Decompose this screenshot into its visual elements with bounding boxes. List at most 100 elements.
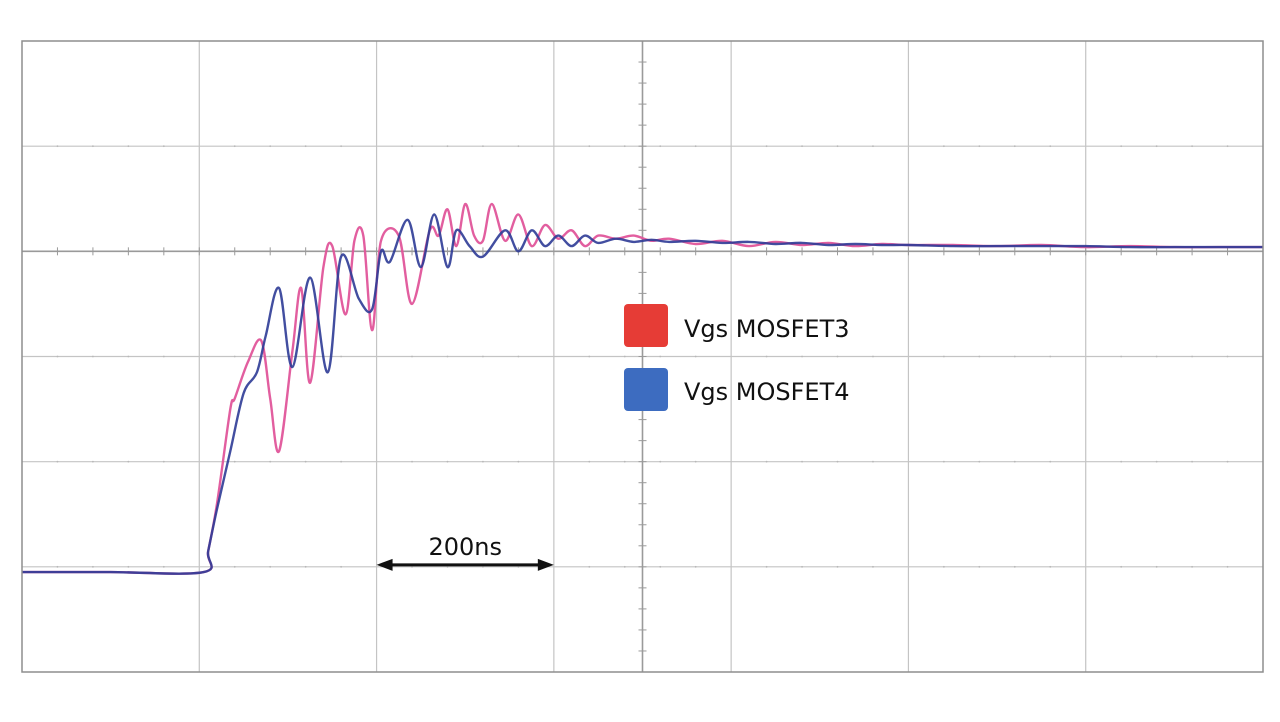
grid-minor-dot	[340, 355, 343, 358]
series-line-mosfet4	[21, 213, 1263, 575]
grid-minor-dot	[1013, 145, 1016, 148]
grid-minor-dot	[694, 565, 697, 568]
grid-minor-dot	[269, 460, 272, 463]
grid-minor-dot	[517, 355, 520, 358]
grid-minor-dot	[978, 355, 981, 358]
grid-minor-dot	[92, 565, 94, 568]
grid-minor-dot	[127, 565, 130, 568]
grid-minor-dot	[1049, 565, 1052, 568]
grid-minor-dot	[127, 355, 130, 358]
grid-minor-dot	[588, 565, 591, 568]
grid-minor-dot	[1120, 460, 1123, 463]
grid-minor-dot	[233, 565, 236, 568]
grid-minor-dot	[411, 145, 413, 148]
grid-minor-dot	[446, 355, 449, 358]
grid-minor-dot	[340, 565, 343, 568]
grid-minor-dot	[623, 145, 626, 148]
time-scale-label: 200ns	[428, 533, 502, 561]
grid-minor-dot	[836, 565, 839, 568]
grid-minor-dot	[978, 145, 981, 148]
grid-minor-dot	[765, 460, 768, 463]
time-scale-annotation: 200ns	[376, 533, 554, 571]
grid-minor-dot	[446, 565, 449, 568]
grid-minor-dot	[1013, 355, 1016, 358]
grid-minor-dot	[162, 460, 165, 463]
grid-minor-dot	[1120, 355, 1123, 358]
grid-minor-dot	[1191, 460, 1193, 463]
grid-minor-dot	[340, 145, 343, 148]
time-scale-arrowhead-right	[537, 558, 554, 571]
grid-minor-dot	[269, 565, 272, 568]
grid-minor-dot	[623, 565, 626, 568]
grid-minor-dot	[233, 355, 236, 358]
grid-minor-dot	[872, 145, 874, 148]
legend: Vgs MOSFET3 Vgs MOSFET4	[624, 304, 850, 411]
grid-minor-dot	[659, 355, 662, 358]
grid-minor-dot	[127, 460, 130, 463]
grid-minor-dot	[1226, 565, 1229, 568]
grid-minor-dot	[304, 460, 307, 463]
grid-minor-dot	[1120, 565, 1123, 568]
plot-border	[21, 40, 1264, 673]
grid-minor-dot	[1155, 355, 1158, 358]
grid-minor-dot	[56, 355, 59, 358]
grid-minor-dot	[411, 460, 413, 463]
grid-minor-dot	[517, 460, 520, 463]
grid-minor-dot	[1155, 460, 1158, 463]
grid	[21, 40, 1264, 673]
legend-label-mosfet3: Vgs MOSFET3	[684, 315, 850, 343]
grid-minor-dot	[1049, 145, 1052, 148]
grid-minor-dot	[588, 460, 591, 463]
grid-minor-dot	[1049, 460, 1052, 463]
grid-minor-dot	[92, 145, 94, 148]
grid-minor-dot	[801, 565, 803, 568]
grid-minor-dot	[872, 460, 874, 463]
grid-minor-dot	[836, 460, 839, 463]
grid-minor-dot	[269, 145, 272, 148]
grid-minor-dot	[978, 565, 981, 568]
grid-minor-dot	[588, 145, 591, 148]
grid-minor-dot	[872, 565, 874, 568]
grid-minor-dot	[162, 355, 165, 358]
grid-minor-dot	[836, 145, 839, 148]
grid-minor-dot	[340, 460, 343, 463]
grid-minor-dot	[1191, 565, 1193, 568]
grid-minor-dot	[127, 145, 130, 148]
grid-minor-dot	[411, 565, 413, 568]
grid-minor-dot	[623, 460, 626, 463]
series-line-mosfet3	[21, 202, 1263, 575]
grid-minor-dot	[446, 145, 449, 148]
grid-minor-dot	[588, 355, 591, 358]
grid-minor-dot	[694, 355, 697, 358]
legend-swatch-mosfet4	[624, 368, 668, 411]
grid-minor-dot	[872, 355, 874, 358]
grid-minor-dot	[1191, 145, 1193, 148]
grid-minor-dot	[304, 565, 307, 568]
grid-minor-dot	[482, 355, 484, 358]
grid-minor-dot	[1226, 145, 1229, 148]
grid-minor-dot	[1049, 355, 1052, 358]
grid-minor-dot	[411, 355, 413, 358]
grid-minor-dot	[694, 145, 697, 148]
grid-minor-dot	[233, 145, 236, 148]
grid-minor-dot	[56, 145, 59, 148]
grid-minor-dot	[659, 460, 662, 463]
grid-minor-dot	[1226, 355, 1229, 358]
grid-minor-dot	[765, 355, 768, 358]
grid-minor-dot	[1191, 355, 1193, 358]
grid-minor-dot	[92, 355, 94, 358]
grid-minor-dot	[623, 355, 626, 358]
grid-minor-dot	[56, 460, 59, 463]
grid-minor-dot	[269, 355, 272, 358]
grid-minor-dot	[659, 145, 662, 148]
grid-minor-dot	[801, 355, 803, 358]
grid-minor-dot	[765, 145, 768, 148]
grid-minor-dot	[978, 460, 981, 463]
grid-minor-dot	[1155, 565, 1158, 568]
grid-minor-dot	[92, 460, 94, 463]
time-scale-arrowhead-left	[376, 558, 393, 571]
grid-minor-dot	[1013, 565, 1016, 568]
grid-minor-dot	[56, 565, 59, 568]
